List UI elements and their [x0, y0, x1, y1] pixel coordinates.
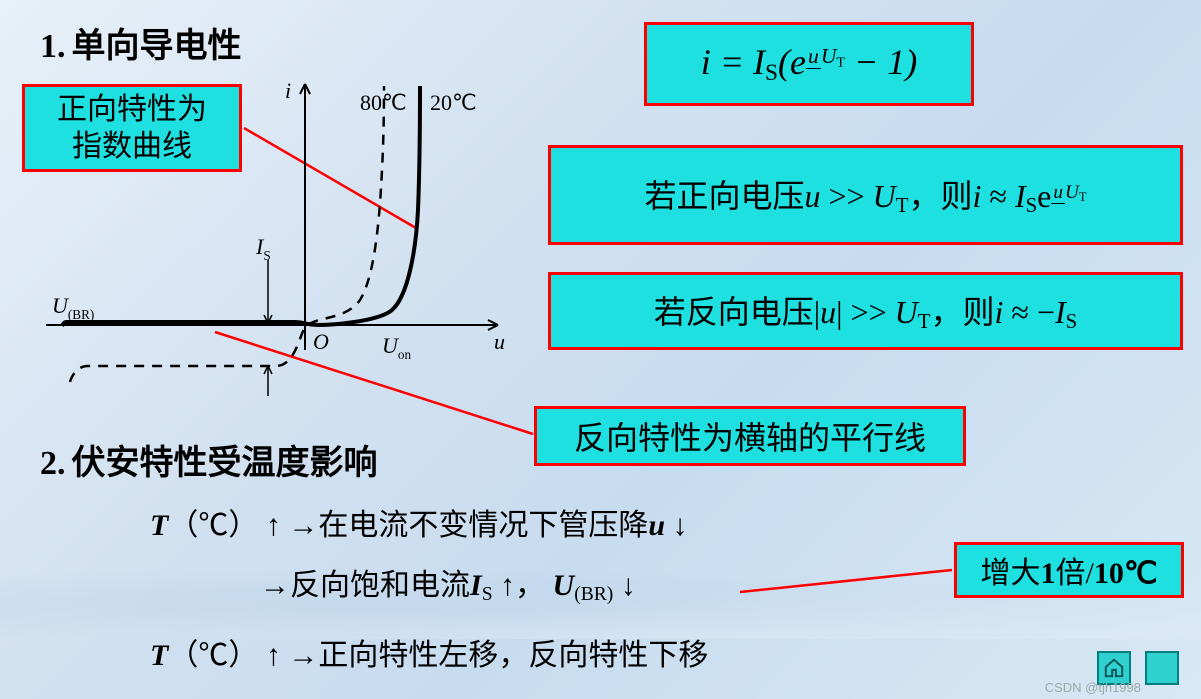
- box-reverse-text: 反向特性为横轴的平行线: [574, 413, 926, 459]
- svg-text:20℃: 20℃: [430, 90, 477, 115]
- watermark: CSDN @tjh1998: [1045, 680, 1141, 695]
- svg-text:O: O: [313, 329, 329, 354]
- body-line-2: →反向饱和电流IS ↑， U(BR) ↓: [260, 560, 636, 606]
- body-line-3: T（℃） ↑ →正向特性左移，反向特性下移: [150, 630, 708, 674]
- box-rate-text: 增大1倍/10℃: [980, 548, 1157, 592]
- next-icon[interactable]: [1145, 651, 1179, 685]
- box-reverse-characteristic: 反向特性为横轴的平行线: [534, 406, 966, 466]
- section-1-title: 1.单向导电性: [40, 18, 242, 67]
- section-2-text: 伏安特性受温度影响: [72, 445, 378, 482]
- svg-text:U(BR): U(BR): [52, 293, 94, 322]
- box-equation-main: i = IS(euUT − 1): [644, 22, 974, 106]
- box-rate: 增大1倍/10℃: [954, 542, 1184, 598]
- body-line-1: T（℃） ↑ →在电流不变情况下管压降u ↓: [150, 500, 688, 544]
- eq2: 若正向电压u >> UT，则i ≈ ISeuUT: [645, 171, 1087, 218]
- eq1: i = IS(euUT − 1): [701, 41, 918, 87]
- svg-text:Uon: Uon: [382, 333, 411, 362]
- eq3: 若反向电压|u| >> UT，则i ≈ −IS: [654, 287, 1078, 334]
- svg-text:u: u: [494, 329, 505, 354]
- section-2-num: 2.: [40, 445, 66, 482]
- box-equation-reverse-approx: 若反向电压|u| >> UT，则i ≈ −IS: [548, 272, 1183, 350]
- graph-svg: i u O Uon U(BR) IS 80℃ 20℃: [40, 70, 510, 410]
- box-equation-forward-approx: 若正向电压u >> UT，则i ≈ ISeuUT: [548, 145, 1183, 245]
- section-1-text: 单向导电性: [72, 28, 242, 65]
- iv-characteristic-graph: i u O Uon U(BR) IS 80℃ 20℃: [40, 70, 510, 410]
- section-2-title: 2.伏安特性受温度影响: [40, 435, 378, 484]
- svg-text:80℃: 80℃: [360, 90, 407, 115]
- svg-text:IS: IS: [255, 234, 271, 263]
- section-1-num: 1.: [40, 28, 66, 65]
- svg-text:i: i: [285, 78, 291, 103]
